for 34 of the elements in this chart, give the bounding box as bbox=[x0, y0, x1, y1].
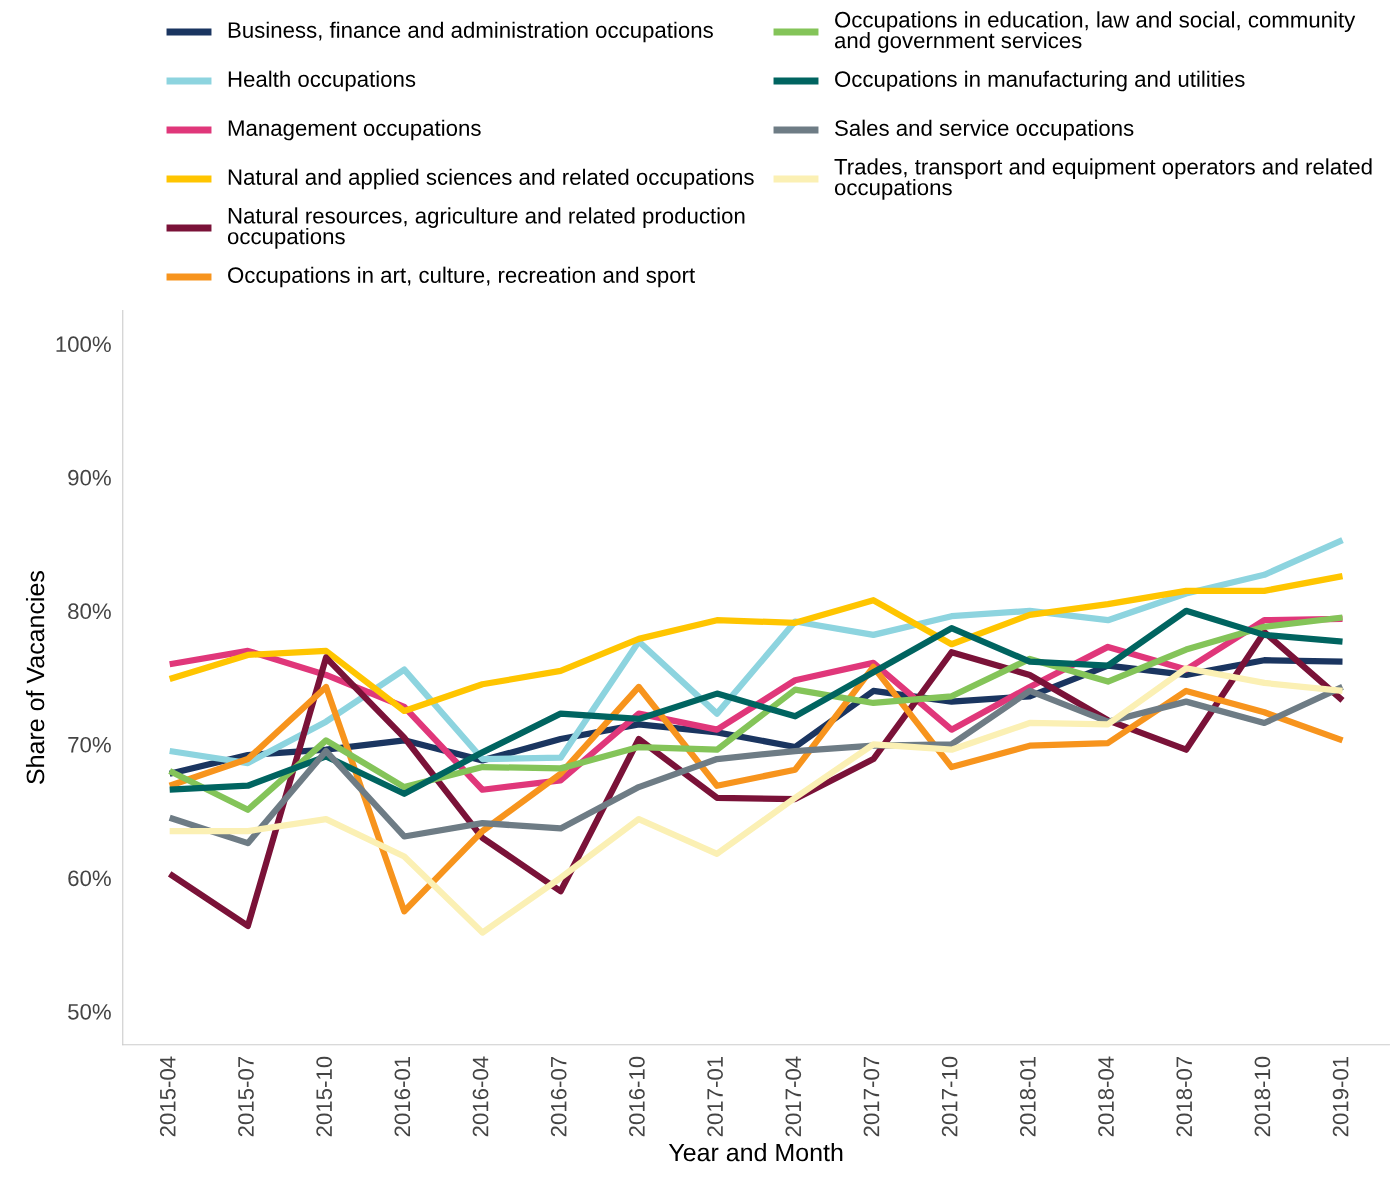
x-tick-label: 2019-01 bbox=[1332, 1056, 1349, 1137]
y-axis-title: Share of Vacancies bbox=[25, 571, 45, 784]
x-tick-label: 2018-04 bbox=[1098, 1056, 1114, 1137]
y-tick-label: 100% bbox=[56, 336, 111, 353]
y-tick-label: 50% bbox=[68, 1003, 111, 1020]
legend-label: Natural and applied sciences and related occupations bbox=[228, 168, 754, 190]
x-tick-label: 2017-07 bbox=[863, 1056, 880, 1137]
y-tick-label: 60% bbox=[68, 870, 111, 887]
x-tick-label: 2016-10 bbox=[629, 1056, 645, 1137]
x-tick-label: 2016-07 bbox=[550, 1056, 567, 1137]
x-tick-label: 2018-10 bbox=[1254, 1056, 1271, 1137]
legend-label: Business, finance and administration occupations bbox=[228, 21, 713, 43]
x-tick-label: 2015-07 bbox=[238, 1056, 254, 1137]
x-tick-label: 2017-01 bbox=[707, 1056, 723, 1137]
x-tick-label: 2015-04 bbox=[159, 1056, 176, 1137]
y-tick-label: 70% bbox=[68, 736, 111, 753]
x-tick-label: 2017-04 bbox=[785, 1056, 802, 1137]
x-tick-label: 2017-10 bbox=[941, 1056, 958, 1137]
y-tick-label: 90% bbox=[68, 469, 111, 486]
y-tick-label: 80% bbox=[68, 603, 111, 620]
x-tick-label: 2015-10 bbox=[316, 1056, 333, 1137]
legend-label: Health occupations bbox=[228, 70, 416, 92]
x-tick-label: 2016-01 bbox=[394, 1056, 411, 1137]
legend-label: Sales and service occupations bbox=[835, 119, 1134, 141]
legend-label: Occupations in education, law and social, community and government services bbox=[834, 11, 1356, 53]
legend-label: Natural resources, agriculture and related production occupations bbox=[227, 207, 745, 249]
x-tick-label: 2018-07 bbox=[1176, 1056, 1193, 1137]
x-axis-title: Year and Month bbox=[668, 1142, 843, 1162]
legend-label: Occupations in manufacturing and utilities bbox=[835, 70, 1245, 92]
x-tick-label: 2018-01 bbox=[1019, 1056, 1036, 1137]
x-tick-label: 2016-04 bbox=[472, 1056, 489, 1137]
legend-label: Occupations in art, culture, recreation and sport bbox=[228, 266, 695, 288]
legend-label: Trades, transport and equipment operators and related occupations bbox=[834, 158, 1372, 200]
legend-label: Management occupations bbox=[228, 119, 481, 141]
